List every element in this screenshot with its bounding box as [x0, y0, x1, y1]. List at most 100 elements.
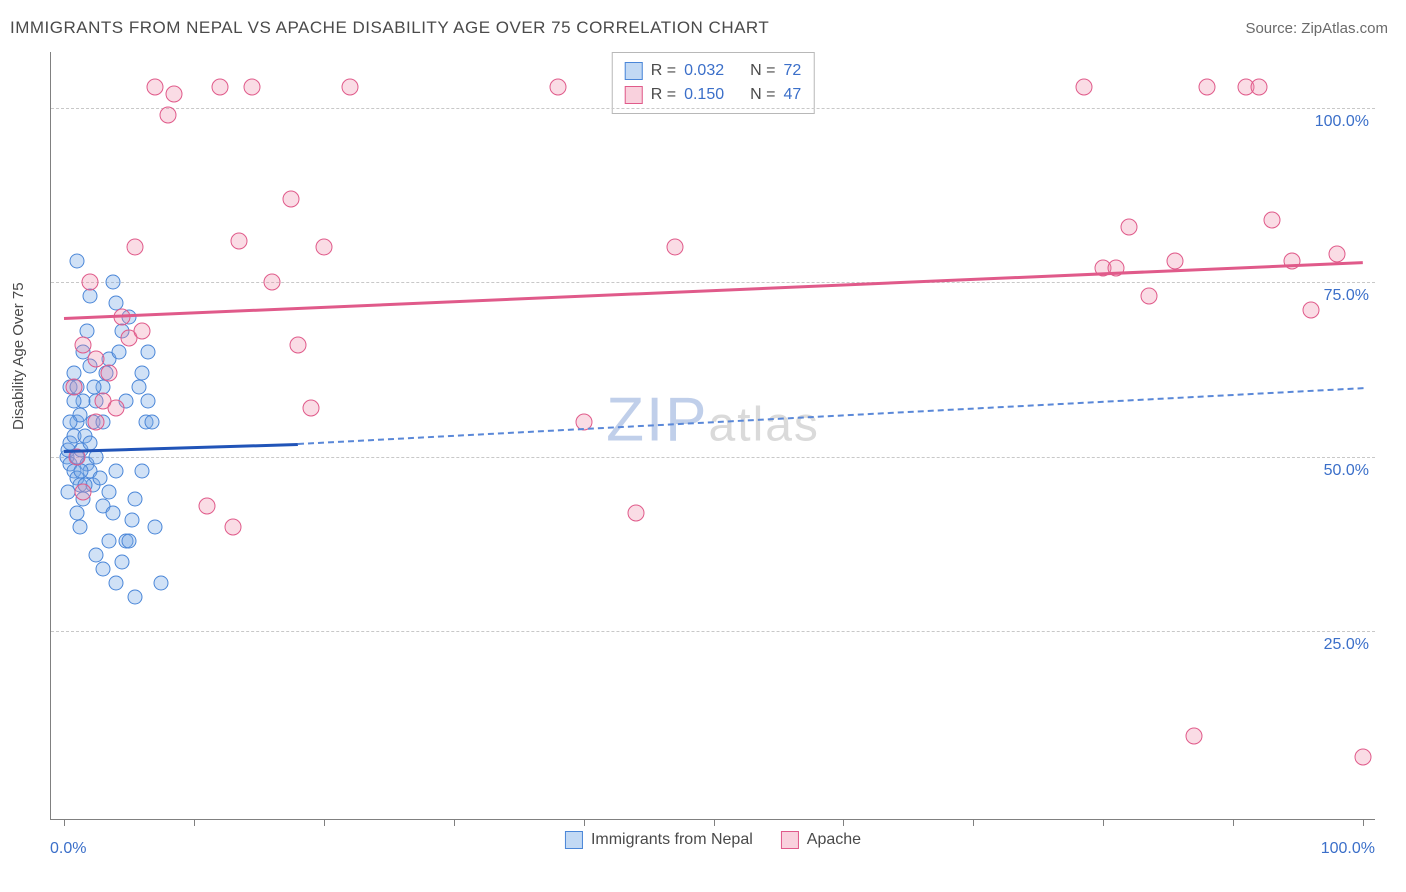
legend-series: Immigrants from Nepal Apache: [565, 831, 861, 849]
data-point: [88, 414, 105, 431]
data-point: [145, 415, 160, 430]
plot-area: ZIPatlas R = 0.032 N = 72 R = 0.150 N = …: [50, 52, 1375, 820]
data-point: [121, 533, 136, 548]
data-point: [133, 323, 150, 340]
data-point: [88, 351, 105, 368]
swatch-pink-icon: [781, 831, 799, 849]
data-point: [224, 518, 241, 535]
legend-label-nepal: Immigrants from Nepal: [591, 831, 753, 849]
trend-line: [298, 387, 1363, 445]
gridline-h: [51, 457, 1375, 458]
data-point: [108, 463, 123, 478]
data-point: [231, 232, 248, 249]
data-point: [60, 484, 75, 499]
n-value-pink: 47: [783, 83, 801, 107]
xtick-mark: [194, 819, 195, 826]
xtick-100: 100.0%: [1321, 840, 1375, 858]
data-point: [1355, 749, 1372, 766]
data-point: [1166, 253, 1183, 270]
data-point: [666, 239, 683, 256]
data-point: [1199, 78, 1216, 95]
xtick-0: 0.0%: [50, 840, 86, 858]
ytick-label: 50.0%: [1324, 462, 1369, 480]
data-point: [102, 484, 117, 499]
data-point: [95, 561, 110, 576]
data-point: [69, 505, 84, 520]
data-point: [111, 345, 126, 360]
data-point: [128, 589, 143, 604]
data-point: [166, 85, 183, 102]
swatch-blue-icon: [625, 62, 643, 80]
r-value-pink: 0.150: [684, 83, 724, 107]
swatch-blue-icon: [565, 831, 583, 849]
data-point: [1264, 211, 1281, 228]
data-point: [108, 575, 123, 590]
data-point: [134, 463, 149, 478]
data-point: [89, 547, 104, 562]
data-point: [147, 519, 162, 534]
data-point: [127, 239, 144, 256]
watermark: ZIPatlas: [606, 385, 820, 456]
n-value-blue: 72: [783, 59, 801, 83]
data-point: [128, 491, 143, 506]
data-point: [101, 365, 118, 382]
data-point: [106, 275, 121, 290]
data-point: [141, 394, 156, 409]
legend-row-blue: R = 0.032 N = 72: [625, 59, 802, 83]
watermark-bold: ZIP: [606, 386, 708, 455]
xtick-mark: [64, 819, 65, 826]
xtick-mark: [843, 819, 844, 826]
data-point: [627, 504, 644, 521]
data-point: [141, 345, 156, 360]
trend-line: [64, 443, 298, 453]
data-point: [283, 190, 300, 207]
data-point: [302, 400, 319, 417]
source-attribution: Source: ZipAtlas.com: [1245, 20, 1388, 37]
data-point: [159, 106, 176, 123]
data-point: [132, 380, 147, 395]
data-point: [63, 415, 78, 430]
data-point: [146, 78, 163, 95]
gridline-h: [51, 108, 1375, 109]
legend-row-pink: R = 0.150 N = 47: [625, 83, 802, 107]
data-point: [1303, 302, 1320, 319]
data-point: [1075, 78, 1092, 95]
data-point: [124, 512, 139, 527]
legend-correlation: R = 0.032 N = 72 R = 0.150 N = 47: [612, 52, 815, 114]
data-point: [244, 78, 261, 95]
data-point: [315, 239, 332, 256]
data-point: [75, 483, 92, 500]
xtick-mark: [324, 819, 325, 826]
data-point: [1329, 246, 1346, 263]
data-point: [72, 519, 87, 534]
data-point: [1140, 288, 1157, 305]
swatch-pink-icon: [625, 86, 643, 104]
data-point: [549, 78, 566, 95]
legend-label-apache: Apache: [807, 831, 861, 849]
r-label: R =: [651, 83, 676, 107]
xtick-mark: [1103, 819, 1104, 826]
xtick-mark: [584, 819, 585, 826]
data-point: [1121, 218, 1138, 235]
data-point: [93, 470, 108, 485]
gridline-h: [51, 282, 1375, 283]
data-point: [115, 554, 130, 569]
ytick-label: 25.0%: [1324, 636, 1369, 654]
header-row: IMMIGRANTS FROM NEPAL VS APACHE DISABILI…: [10, 18, 1388, 38]
data-point: [106, 505, 121, 520]
watermark-rest: atlas: [709, 399, 820, 452]
data-point: [1186, 728, 1203, 745]
xtick-mark: [714, 819, 715, 826]
n-label: N =: [750, 83, 775, 107]
data-point: [66, 379, 83, 396]
data-point: [198, 497, 215, 514]
data-point: [102, 533, 117, 548]
xtick-mark: [1363, 819, 1364, 826]
r-value-blue: 0.032: [684, 59, 724, 83]
data-point: [107, 400, 124, 417]
data-point: [81, 274, 98, 291]
r-label: R =: [651, 59, 676, 83]
xtick-mark: [1233, 819, 1234, 826]
data-point: [73, 463, 88, 478]
data-point: [69, 254, 84, 269]
